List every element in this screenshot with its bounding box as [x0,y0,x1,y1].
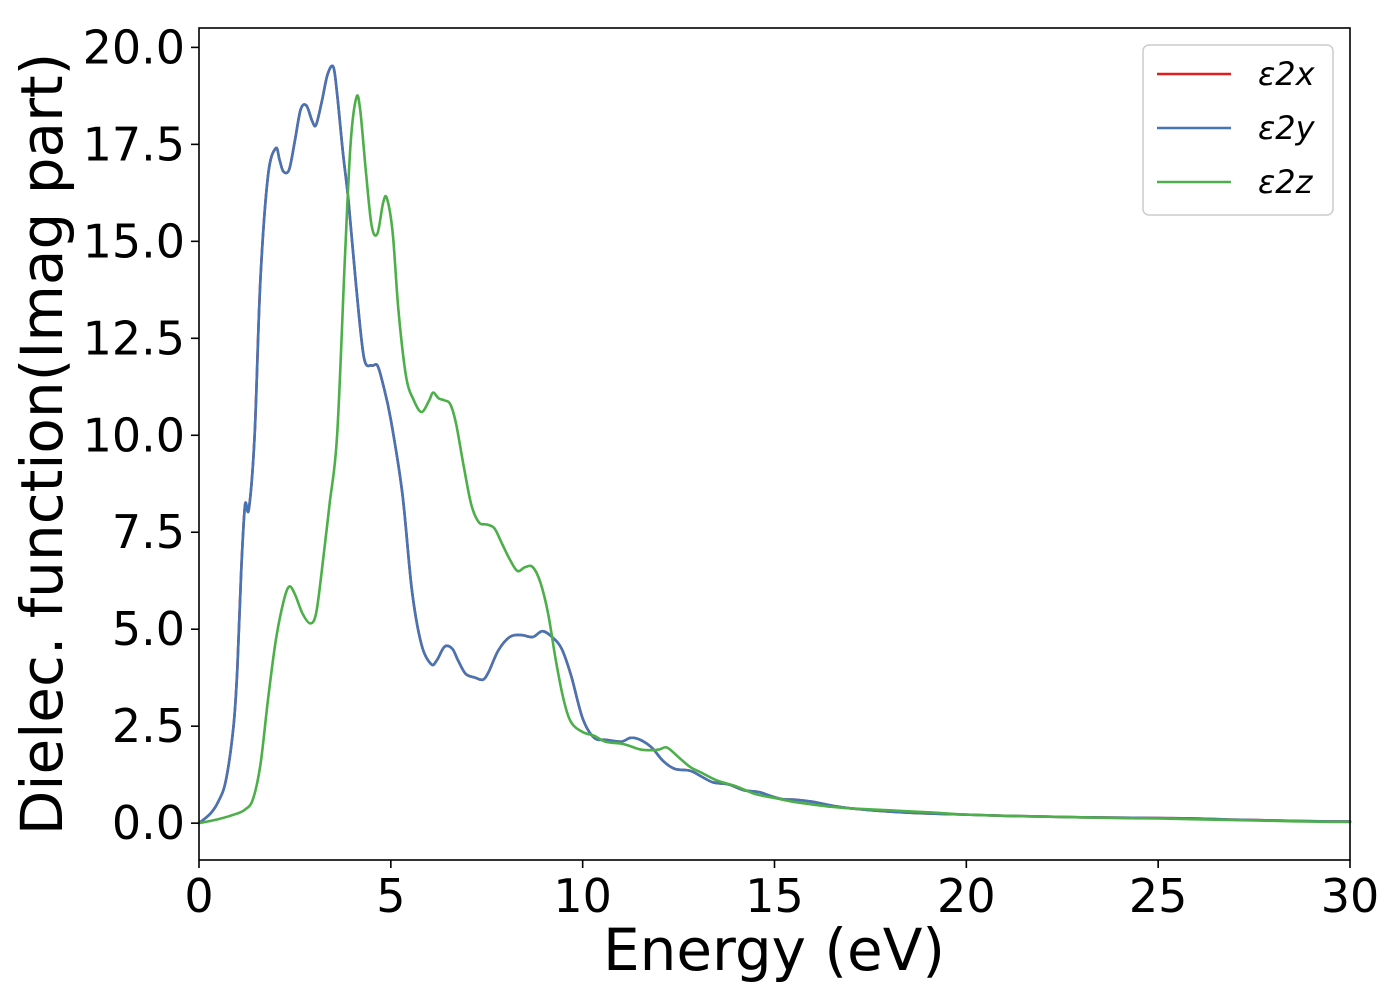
y-axis-ticks: 0.0 2.5 5.0 7.5 10.0 12.5 15.0 17.5 20.0 [83,20,199,850]
y-tick-label: 12.5 [83,311,185,365]
y-tick-label: 2.5 [112,699,185,753]
legend: ε2x ε2y ε2z [1142,44,1334,216]
y-axis-label: Dielec. function(Imag part) [8,53,76,836]
legend-entries: ε2x ε2y ε2z [1157,55,1316,201]
x-tick-label: 25 [1129,869,1188,923]
legend-label: ε2y [1258,109,1316,147]
x-tick-label: 30 [1321,869,1380,923]
legend-box [1142,44,1334,216]
x-tick-label: 0 [184,869,213,923]
y-tick-label: 7.5 [112,505,185,559]
x-tick-label: 20 [937,869,996,923]
series-line-eps2y [197,64,1352,825]
legend-label: ε2x [1258,55,1316,93]
y-tick-label: 20.0 [83,20,185,74]
series-layer [197,64,1352,825]
legend-label: ε2z [1258,163,1314,201]
x-axis-ticks: 0 5 10 15 20 25 30 [184,860,1379,923]
y-tick-label: 10.0 [83,408,185,462]
x-axis-label: Energy (eV) [603,916,945,984]
y-tick-label: 5.0 [112,602,185,656]
x-tick-label: 5 [376,869,405,923]
x-tick-label: 15 [745,869,804,923]
series-line-eps2z [197,94,1352,825]
y-tick-label: 0.0 [112,796,185,850]
y-tick-label: 17.5 [83,117,185,171]
x-tick-label: 10 [553,869,612,923]
y-tick-label: 15.0 [83,214,185,268]
